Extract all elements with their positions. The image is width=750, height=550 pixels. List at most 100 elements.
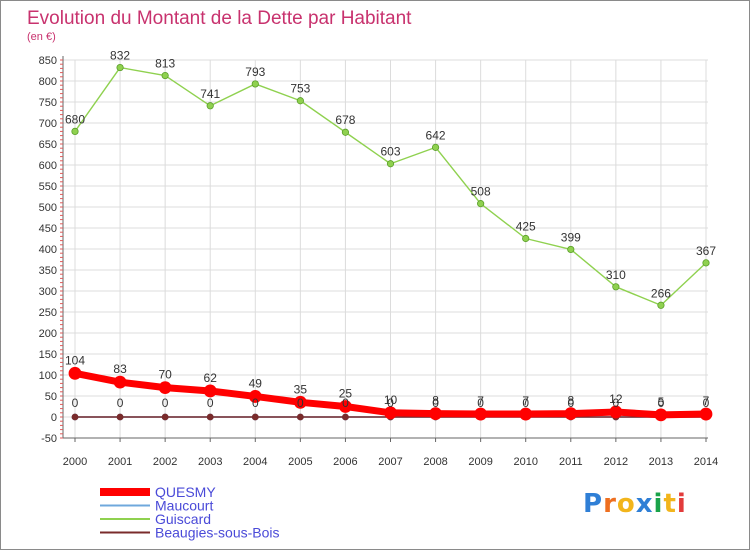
- x-tick-label: 2007: [378, 456, 402, 468]
- legend-label-maucourt: Maucourt: [155, 498, 213, 514]
- data-label-beaugies: 0: [162, 396, 169, 410]
- data-point-quesmy: [113, 375, 127, 389]
- data-point-quesmy: [293, 395, 307, 409]
- x-tick-label: 2004: [243, 456, 267, 468]
- proxiti-logo: Proxiti: [583, 489, 687, 519]
- data-label-guiscard: 310: [606, 268, 626, 282]
- data-point-quesmy: [158, 381, 172, 395]
- data-label-quesmy: 8: [432, 394, 439, 408]
- data-point-guiscard: [206, 102, 214, 110]
- data-label-beaugies: 0: [522, 396, 529, 410]
- data-point-guiscard: [567, 245, 575, 254]
- x-tick-label: 2002: [153, 456, 177, 468]
- data-point-quesmy: [203, 384, 217, 398]
- data-label-guiscard: 508: [471, 185, 491, 199]
- logo-letter: x: [635, 489, 654, 519]
- data-point-quesmy: [519, 407, 533, 421]
- data-label-guiscard: 832: [110, 49, 130, 63]
- data-point-beaugies-sous-bois: [206, 413, 214, 421]
- data-label-quesmy: 70: [158, 368, 172, 382]
- y-tick-label: 750: [39, 97, 57, 109]
- y-tick-label: 300: [39, 286, 57, 298]
- data-label-quesmy: 62: [204, 371, 218, 385]
- data-point-quesmy: [699, 407, 713, 421]
- x-tick-label: 2003: [198, 456, 222, 468]
- x-tick-label: 2001: [108, 456, 132, 468]
- data-point-guiscard: [522, 234, 530, 243]
- data-label-quesmy: 35: [294, 382, 308, 396]
- data-point-guiscard: [71, 127, 79, 135]
- y-tick-label: 500: [39, 202, 57, 214]
- data-label-beaugies: 0: [252, 396, 259, 410]
- data-label-guiscard: 741: [200, 87, 220, 101]
- data-label-beaugies: 0: [567, 396, 574, 410]
- chart-subtitle: (en €): [27, 31, 56, 43]
- data-point-guiscard: [341, 128, 350, 136]
- data-label-beaugies: 0: [207, 396, 214, 410]
- data-point-guiscard: [296, 97, 304, 105]
- x-tick-label: 2014: [694, 456, 718, 468]
- data-label-beaugies: 0: [297, 396, 304, 410]
- data-label-quesmy: 25: [339, 387, 353, 401]
- data-point-beaugies-sous-bois: [116, 413, 124, 421]
- data-label-guiscard: 266: [651, 286, 671, 300]
- data-label-beaugies: 0: [703, 396, 710, 410]
- y-tick-label: 450: [39, 223, 57, 235]
- data-point-beaugies-sous-bois: [71, 413, 79, 421]
- data-label-guiscard: 813: [155, 57, 175, 71]
- data-label-guiscard: 425: [516, 220, 536, 234]
- data-point-guiscard: [161, 71, 169, 80]
- data-point-quesmy: [339, 400, 352, 413]
- legend-label-quesmy: QUESMY: [155, 484, 216, 500]
- data-label-guiscard: 399: [561, 230, 581, 244]
- y-tick-label: 400: [39, 244, 57, 256]
- data-label-quesmy: 12: [609, 392, 623, 406]
- y-tick-label: 600: [39, 160, 57, 172]
- logo-letter: o: [616, 489, 636, 519]
- data-label-beaugies: 0: [613, 396, 620, 410]
- data-label-guiscard: 680: [65, 112, 85, 126]
- data-point-quesmy: [429, 407, 442, 421]
- y-tick-label: 850: [39, 55, 57, 67]
- y-tick-label: 200: [39, 328, 57, 340]
- data-point-guiscard: [477, 200, 485, 208]
- data-label-guiscard: 678: [335, 113, 355, 127]
- data-point-guiscard: [657, 301, 665, 309]
- data-label-beaugies: 0: [477, 396, 484, 410]
- x-tick-label: 2011: [559, 456, 583, 468]
- y-tick-label: 650: [39, 139, 57, 151]
- y-tick-label: 350: [39, 265, 57, 277]
- data-label-guiscard: 753: [290, 82, 310, 96]
- x-tick-label: 2012: [604, 456, 628, 468]
- data-label-beaugies: 0: [117, 396, 124, 410]
- data-label-quesmy: 8: [567, 394, 574, 408]
- x-tick-label: 2009: [468, 456, 492, 468]
- x-tick-label: 2000: [63, 456, 87, 468]
- data-label-quesmy: 104: [65, 353, 85, 367]
- data-label-quesmy: 10: [384, 393, 398, 407]
- x-tick-label: 2006: [333, 456, 357, 468]
- logo-letter: t: [663, 489, 677, 519]
- data-point-guiscard: [431, 143, 440, 151]
- y-tick-label: 100: [39, 370, 57, 382]
- data-point-beaugies-sous-bois: [161, 413, 169, 421]
- x-tick-label: 2008: [423, 456, 447, 468]
- data-label-quesmy: 83: [113, 362, 127, 376]
- data-label-beaugies: 0: [432, 396, 439, 410]
- data-point-quesmy: [609, 405, 623, 419]
- data-point-guiscard: [612, 283, 620, 291]
- x-tick-label: 2013: [649, 456, 673, 468]
- data-label-beaugies: 0: [342, 396, 349, 410]
- logo-letter: i: [676, 489, 687, 519]
- y-tick-label: 50: [45, 391, 57, 403]
- data-point-quesmy: [68, 366, 82, 380]
- data-point-guiscard: [702, 259, 710, 267]
- data-label-quesmy: 7: [522, 394, 529, 408]
- data-label-quesmy: 7: [703, 394, 710, 408]
- y-tick-label: 550: [39, 181, 57, 193]
- y-tick-label: 800: [39, 76, 57, 88]
- data-label-guiscard: 642: [426, 128, 446, 142]
- data-label-quesmy: 7: [477, 394, 484, 408]
- data-label-guiscard: 603: [380, 145, 400, 159]
